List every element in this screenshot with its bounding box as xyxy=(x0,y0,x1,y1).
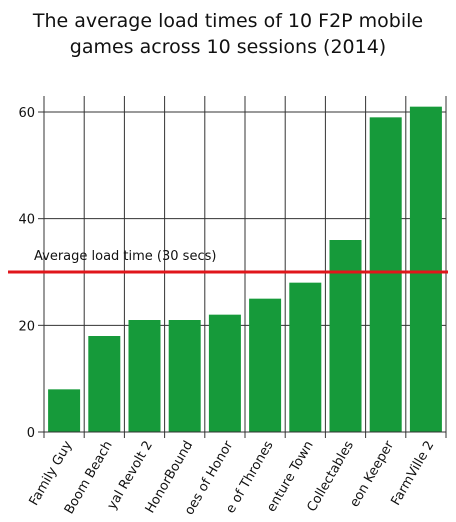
chart-title-line-1: The average load times of 10 F2P mobile xyxy=(32,10,424,32)
axis-layer xyxy=(38,96,447,438)
bar xyxy=(289,282,322,432)
y-tick-label: 40 xyxy=(18,213,35,228)
average-line-layer: Average load time (30 secs) xyxy=(8,249,448,274)
x-category-label: FarmVille 2 xyxy=(388,439,437,509)
bar xyxy=(168,320,201,432)
bar-layer xyxy=(48,106,442,433)
chart-title: The average load times of 10 F2P mobile … xyxy=(0,8,456,60)
bar xyxy=(409,106,442,433)
bar xyxy=(208,314,241,432)
average-line-label: Average load time (30 secs) xyxy=(34,249,216,264)
bar xyxy=(329,240,362,432)
y-tick-label: 60 xyxy=(18,106,35,121)
chart-title-line-2: games across 10 sessions (2014) xyxy=(69,36,387,58)
bar xyxy=(369,117,402,432)
bar xyxy=(128,320,161,432)
y-tick-label: 0 xyxy=(27,426,35,441)
y-tick-label: 20 xyxy=(18,319,35,334)
bar xyxy=(88,336,121,432)
bar xyxy=(48,389,81,432)
bar xyxy=(249,298,282,432)
